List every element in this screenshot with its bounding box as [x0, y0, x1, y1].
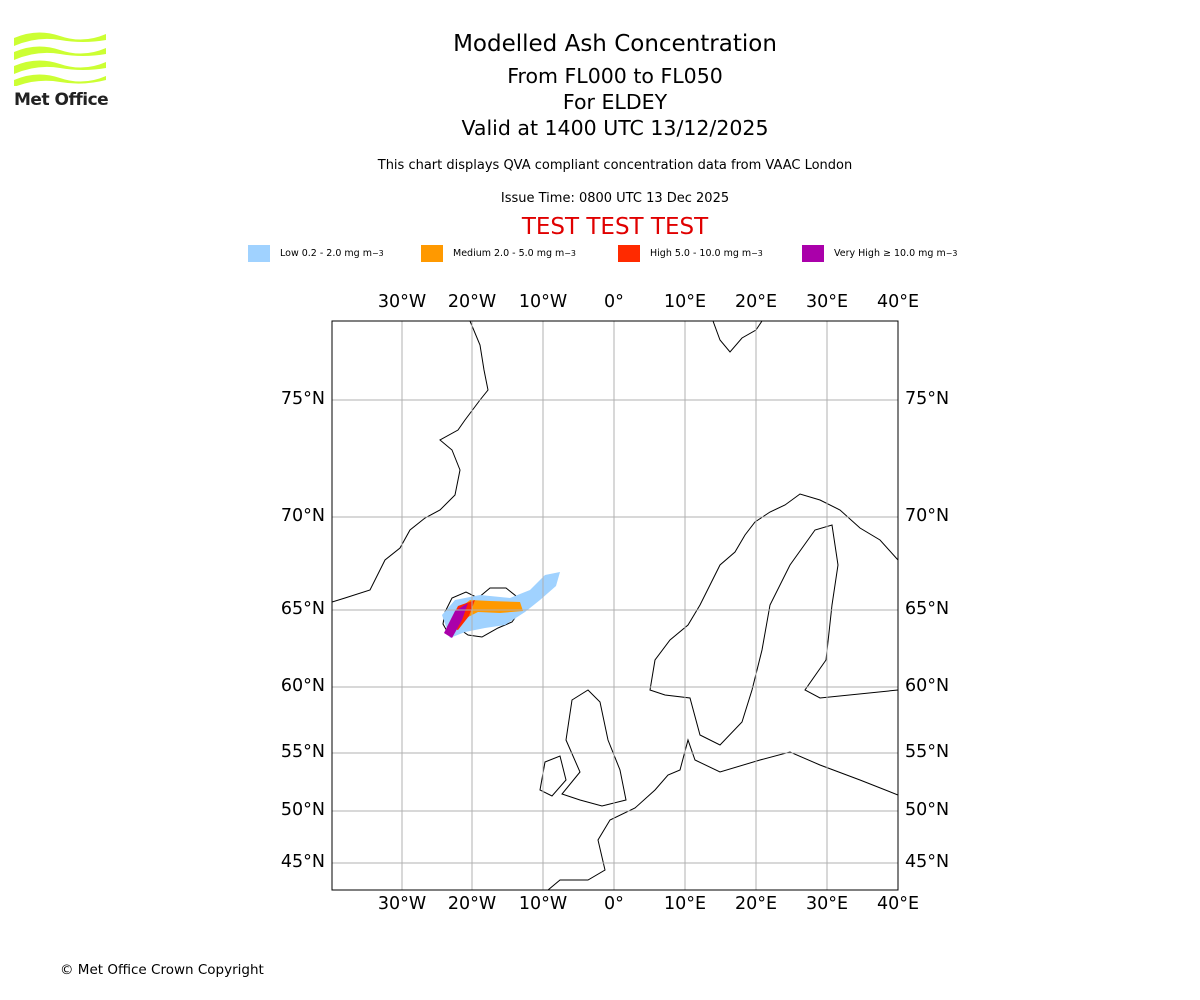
legend-swatch [802, 245, 824, 262]
lon-label-bottom: 20°E [734, 894, 778, 914]
lon-label-top: 0° [604, 292, 624, 312]
chart-title: Modelled Ash Concentration [453, 31, 777, 57]
ash-very-high [444, 603, 468, 638]
legend-very-high: Very High ≥ 10.0 mg m −3 [802, 245, 957, 262]
great-britain [561, 689, 627, 807]
lat-label-left: 75°N [280, 389, 325, 409]
lat-label-right: 45°N [905, 852, 950, 872]
legend-sup: −3 [372, 249, 384, 258]
lat-label-left: 70°N [280, 506, 325, 526]
legend-sup: −3 [564, 249, 576, 258]
ireland [539, 755, 567, 797]
copyright: © Met Office Crown Copyright [60, 962, 264, 978]
location: For ELDEY [562, 90, 668, 114]
lon-label-top: 10°W [518, 292, 568, 312]
legend-sup: −3 [945, 249, 958, 258]
lat-label-left: 50°N [280, 800, 325, 820]
legend-label: High 5.0 - 10.0 mg m [650, 248, 752, 259]
continent [547, 738, 898, 890]
lat-label-right: 65°N [905, 599, 950, 619]
lon-label-bottom: 10°W [518, 894, 568, 914]
lon-label-bottom: 30°E [805, 894, 849, 914]
lat-label-left: 65°N [280, 599, 325, 619]
coastlines [332, 321, 898, 890]
lon-label-top: 30°W [377, 292, 427, 312]
lon-label-top: 40°E [876, 292, 920, 312]
lon-label-top: 20°W [447, 292, 497, 312]
legend-medium: Medium 2.0 - 5.0 mg m −3 [421, 245, 576, 262]
test-banner: TEST TEST TEST [521, 214, 709, 240]
legend-swatch [248, 245, 270, 262]
flight-levels: From FL000 to FL050 [507, 64, 723, 88]
lat-label-left: 55°N [280, 742, 325, 762]
valid-time: Valid at 1400 UTC 13/12/2025 [461, 116, 769, 140]
lat-label-right: 55°N [905, 742, 950, 762]
greenland-coast [332, 321, 489, 603]
legend-label: Low 0.2 - 2.0 mg m [280, 248, 372, 259]
lon-label-bottom: 40°E [876, 894, 920, 914]
issue-time: Issue Time: 0800 UTC 13 Dec 2025 [500, 191, 730, 206]
lon-label-top: 10°E [663, 292, 707, 312]
svalbard [712, 321, 763, 353]
gridlines [332, 321, 898, 890]
lon-label-bottom: 10°E [663, 894, 707, 914]
legend-low: Low 0.2 - 2.0 mg m −3 [248, 245, 384, 262]
logo-text: Met Office [14, 90, 109, 110]
lat-label-right: 70°N [905, 506, 950, 526]
lon-label-bottom: 0° [604, 894, 624, 914]
legend-label: Medium 2.0 - 5.0 mg m [453, 248, 565, 259]
lon-label-top: 30°E [805, 292, 849, 312]
legend-high: High 5.0 - 10.0 mg m −3 [618, 245, 763, 262]
legend-swatch [421, 245, 443, 262]
lon-label-bottom: 20°W [447, 894, 497, 914]
lon-label-top: 20°E [734, 292, 778, 312]
lon-label-bottom: 30°W [377, 894, 427, 914]
lat-label-right: 60°N [905, 676, 950, 696]
lat-label-left: 60°N [280, 676, 325, 696]
subtitle: This chart displays QVA compliant concen… [377, 158, 853, 173]
legend-sup: −3 [751, 249, 763, 258]
scandinavia [649, 493, 898, 746]
met-office-logo [14, 30, 106, 90]
lat-label-right: 50°N [905, 800, 950, 820]
map-frame [331, 320, 899, 891]
legend-swatch [618, 245, 640, 262]
ash-plume [442, 572, 560, 638]
legend-label: Very High ≥ 10.0 mg m [834, 248, 946, 259]
lat-label-left: 45°N [280, 852, 325, 872]
lat-label-right: 75°N [905, 389, 950, 409]
